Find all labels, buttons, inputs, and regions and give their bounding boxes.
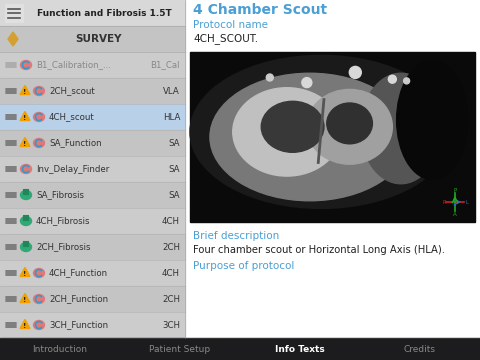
Ellipse shape [307, 89, 392, 164]
Bar [0, 52, 185, 78]
Text: B1_Cal: B1_Cal [151, 60, 180, 69]
Text: 2CH: 2CH [162, 243, 180, 252]
Bar [0, 0, 185, 26]
Text: 4CH: 4CH [162, 269, 180, 278]
Text: 4CH_Function: 4CH_Function [49, 269, 108, 278]
Bar [5, 4, 23, 22]
Text: 4CH_SCOUT.: 4CH_SCOUT. [193, 33, 258, 44]
Text: 3CH: 3CH [162, 320, 180, 329]
Text: Introduction: Introduction [33, 345, 87, 354]
Text: SA_Function: SA_Function [49, 139, 102, 148]
Text: !: ! [24, 114, 26, 121]
Text: SA_Fibrosis: SA_Fibrosis [36, 190, 84, 199]
Text: 2CH: 2CH [162, 294, 180, 303]
Ellipse shape [21, 165, 32, 174]
Bar [0, 78, 185, 104]
Text: Inv_Delay_Finder: Inv_Delay_Finder [36, 165, 109, 174]
Polygon shape [20, 320, 30, 328]
Bar [190, 52, 475, 222]
Ellipse shape [21, 60, 32, 69]
Ellipse shape [261, 101, 324, 152]
Ellipse shape [34, 294, 45, 303]
Bar [0, 104, 185, 130]
Text: 2CH_scout: 2CH_scout [49, 86, 95, 95]
Polygon shape [20, 112, 30, 121]
Circle shape [266, 74, 273, 81]
Ellipse shape [34, 320, 45, 329]
Text: !: ! [24, 297, 26, 302]
Bar [0, 208, 185, 234]
Bar [0, 286, 185, 312]
Ellipse shape [34, 269, 45, 278]
Text: P: P [454, 188, 456, 193]
Ellipse shape [21, 190, 32, 199]
Text: SA: SA [168, 165, 180, 174]
Text: Function and Fibrosis 1.5T: Function and Fibrosis 1.5T [37, 9, 172, 18]
Text: !: ! [24, 89, 26, 94]
Text: R: R [442, 199, 446, 204]
Circle shape [349, 66, 361, 78]
Text: 4 Chamber Scout: 4 Chamber Scout [193, 3, 327, 17]
Polygon shape [20, 85, 30, 94]
Bar [0, 182, 185, 208]
Circle shape [404, 78, 409, 84]
Text: 4CH_scout: 4CH_scout [49, 112, 95, 122]
Text: 2CH_Fibrosis: 2CH_Fibrosis [36, 243, 91, 252]
Text: SURVEY: SURVEY [75, 34, 122, 44]
Text: Four chamber scout or Horizontal Long Axis (HLA).: Four chamber scout or Horizontal Long Ax… [193, 245, 445, 255]
Text: L: L [466, 199, 468, 204]
Text: VLA: VLA [163, 86, 180, 95]
Text: SA: SA [168, 139, 180, 148]
Ellipse shape [34, 86, 45, 95]
Ellipse shape [396, 60, 468, 180]
Bar [185, 0, 480, 360]
Text: !: ! [24, 270, 26, 276]
Text: !: ! [24, 140, 26, 147]
Text: SA: SA [168, 190, 180, 199]
Text: B1_Calibration_...: B1_Calibration_... [36, 60, 111, 69]
Text: Brief description: Brief description [193, 231, 279, 241]
Ellipse shape [361, 73, 441, 184]
Bar [0, 234, 185, 260]
Ellipse shape [190, 55, 452, 208]
Ellipse shape [34, 139, 45, 148]
Polygon shape [20, 293, 30, 302]
Text: Protocol name: Protocol name [193, 20, 268, 30]
Bar [0, 312, 185, 338]
Text: 2CH_Function: 2CH_Function [49, 294, 108, 303]
Bar [0, 338, 480, 360]
Text: Credits: Credits [404, 345, 436, 354]
Polygon shape [20, 138, 30, 147]
Ellipse shape [21, 243, 32, 252]
Bar [0, 0, 185, 360]
Circle shape [302, 78, 312, 87]
Ellipse shape [21, 216, 32, 225]
Ellipse shape [34, 112, 45, 122]
Ellipse shape [327, 103, 372, 144]
Text: 3CH_Function: 3CH_Function [49, 320, 108, 329]
Bar [0, 130, 185, 156]
Bar [0, 26, 185, 52]
Polygon shape [8, 32, 18, 46]
Text: !: ! [24, 323, 26, 328]
Ellipse shape [233, 88, 341, 176]
Text: A: A [453, 211, 457, 216]
Text: Patient Setup: Patient Setup [149, 345, 211, 354]
Text: HLA: HLA [163, 112, 180, 122]
Bar [0, 260, 185, 286]
Bar [0, 156, 185, 182]
Polygon shape [20, 267, 30, 276]
Text: 4CH_Fibrosis: 4CH_Fibrosis [36, 216, 91, 225]
Ellipse shape [210, 73, 409, 201]
Text: Purpose of protocol: Purpose of protocol [193, 261, 294, 271]
Text: 4CH: 4CH [162, 216, 180, 225]
Circle shape [388, 75, 396, 83]
Text: Info Texts: Info Texts [275, 345, 325, 354]
